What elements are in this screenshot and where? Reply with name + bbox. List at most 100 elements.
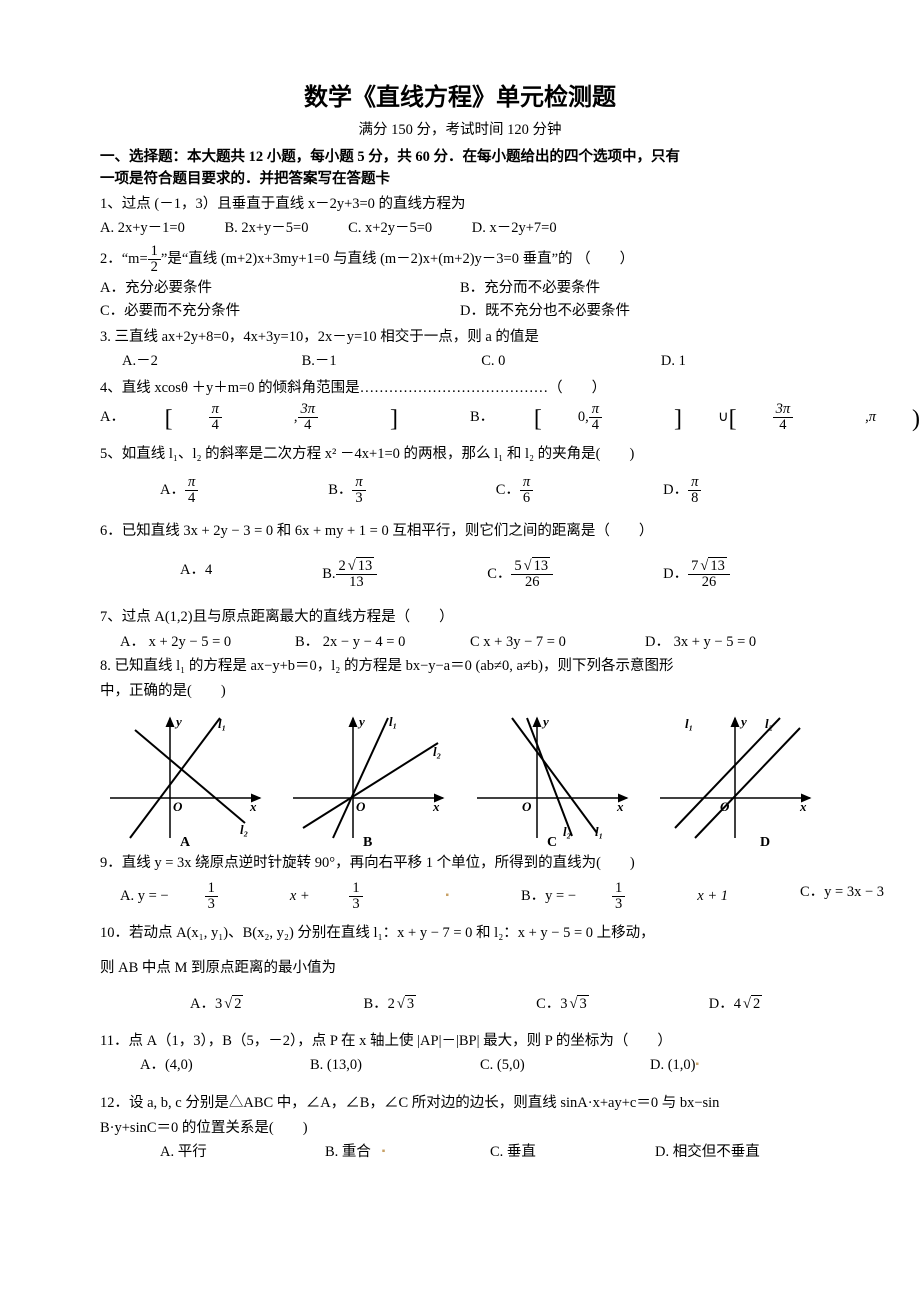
q10Bp: B．2 <box>363 996 394 1012</box>
q1-B: B. 2x+y－5=0 <box>224 220 308 236</box>
q2-D: D．既不充分也不必要条件 <box>460 300 820 322</box>
q1-opts: A. 2x+y－1=0 B. 2x+y－5=0 C. x+2y－5=0 D. x… <box>100 217 820 239</box>
q7-B: B． 2x − y − 4 = 0 <box>295 631 470 653</box>
q5Dt: D． <box>663 482 688 498</box>
q2-stem-post: ”是“直线 (m+2)x+3my+1=0 与直线 (m－2)x+(m+2)y－3… <box>161 251 634 267</box>
q4Ab: 3π <box>298 402 319 418</box>
q8-figures: y x O l₁ l₂ A y x O l₁ l₂ B y x O l₁ l₂ … <box>100 708 820 848</box>
q6Br: 13 <box>356 557 375 574</box>
q9Bd: 3 <box>612 897 625 912</box>
q7-D: D． 3x + y − 5 = 0 <box>645 631 820 653</box>
doc-title: 数学《直线方程》单元检测题 <box>100 80 820 117</box>
q6-A: A．4 <box>180 559 212 590</box>
q1-stem: 1、过点 (－1，3）且垂直于直线 x－2y+3=0 的直线方程为 <box>100 193 820 215</box>
q10Cr: 3 <box>577 995 588 1012</box>
q6Bd: 13 <box>336 575 378 590</box>
svg-text:x: x <box>432 799 440 814</box>
q12-stem-l1: 12．设 a, b, c 分别是△ABC 中，∠A，∠B，∠C 所对边的边长，则… <box>100 1092 820 1114</box>
q1-D: D. x－2y+7=0 <box>472 220 557 236</box>
svg-text:O: O <box>356 799 366 814</box>
q4Aad: 4 <box>209 418 222 433</box>
q10Dr: 2 <box>751 995 762 1012</box>
q9An: 1 <box>205 881 218 897</box>
q8-stem-l2: 中，正确的是( ) <box>100 680 820 702</box>
svg-text:y: y <box>739 714 747 729</box>
q5Dn: π <box>688 475 701 491</box>
q12-A: A. 平行 <box>160 1141 325 1163</box>
q2-A: A．充分必要条件 <box>100 277 460 299</box>
q11-D: D. (1,0)▪ <box>650 1054 820 1076</box>
q4Abd: 4 <box>298 418 319 433</box>
q5-B: B．π3 <box>328 475 365 506</box>
q11-A: A．(4,0) <box>140 1054 310 1076</box>
q8-fig-D: y x O l₁ l₂ D <box>650 708 820 848</box>
q5Bt: B． <box>328 482 352 498</box>
q6Cp: C． <box>487 566 511 582</box>
svg-text:l₁: l₁ <box>218 716 226 731</box>
q4Ba: π <box>589 402 602 418</box>
q11-C: C. (5,0) <box>480 1054 650 1076</box>
q3-stem: 3. 三直线 ax+2y+8=0，4x+3y=10，2x－y=10 相交于一点，… <box>100 326 820 348</box>
q12-C: C. 垂直 <box>490 1141 655 1163</box>
q6Dr: 13 <box>708 557 727 574</box>
q10Ar: 2 <box>232 995 243 1012</box>
q5Bd: 3 <box>352 491 365 506</box>
lblA: A <box>180 835 191 848</box>
q10Ap: A．3 <box>190 996 222 1012</box>
q6-D: D．71326 <box>663 559 730 590</box>
q10Cp: C．3 <box>536 996 567 1012</box>
q4-B-pre: B． <box>470 409 494 425</box>
q12-stem-l2: B·y+sinC＝0 的位置关系是( ) <box>100 1117 820 1139</box>
q4Aa: π <box>209 402 222 418</box>
q9Ap: A. y = − <box>120 888 169 904</box>
q11-B: B. (13,0) <box>310 1054 480 1076</box>
q2-stem-pre: 2．“m= <box>100 251 148 267</box>
q3-C: C. 0 <box>481 350 621 372</box>
ax-y: y <box>174 714 182 729</box>
svg-text:O: O <box>720 799 730 814</box>
q3-A: A.－2 <box>122 350 262 372</box>
q8-stem-l1: 8. 已知直线 l₁ 的方程是 ax−y+b＝0，l₂ 的方程是 bx−y−a＝… <box>100 655 820 677</box>
q10-D: D．42 <box>709 993 762 1015</box>
q5Dd: 8 <box>688 491 701 506</box>
q2-B: B．充分而不必要条件 <box>460 277 820 299</box>
q9Ad2: 3 <box>349 897 362 912</box>
q5Cd: 6 <box>520 491 533 506</box>
q12-B: B. 重合 ▪ <box>325 1141 490 1163</box>
q6Dd: 26 <box>688 575 730 590</box>
q9Bp: B．y = − <box>521 888 576 904</box>
q2-C: C．必要而不充分条件 <box>100 300 460 322</box>
q4-A: A． [π4,3π4] <box>100 401 434 438</box>
q10Br: 3 <box>405 995 416 1012</box>
q5Cn: π <box>520 475 533 491</box>
q5-stem: 5、如直线 l₁、l₂ 的斜率是二次方程 x² －4x+1=0 的两根，那么 l… <box>100 443 820 465</box>
q9-opts: A. y = −13x + 13 ▪ B．y = −13x + 1 C．y = … <box>100 881 820 912</box>
q2-frac-d: 2 <box>148 260 161 275</box>
q9Bpo: x + 1 <box>697 888 728 904</box>
q9-stem: 9．直线 y = 3x 绕原点逆时针旋转 90°，再向右平移 1 个单位，所得到… <box>100 852 820 874</box>
q6Dn: 713 <box>688 559 730 575</box>
q9An2: 1 <box>349 881 362 897</box>
q5Ad: 4 <box>185 491 198 506</box>
q1-C: C. x+2y－5=0 <box>348 220 432 236</box>
q9-A: A. y = −13x + 13 ▪ <box>120 881 485 912</box>
q8-fig-B: y x O l₁ l₂ B <box>283 708 453 848</box>
q5At: A． <box>160 482 185 498</box>
svg-text:l₂: l₂ <box>240 822 248 837</box>
q10-stem-l2: 则 AB 中点 M 到原点距离的最小值为 <box>100 957 820 979</box>
q10-C: C．3 3 <box>536 993 589 1015</box>
q12-opts: A. 平行 B. 重合 ▪ C. 垂直 D. 相交但不垂直 <box>100 1141 820 1163</box>
q8-fig-A: y x O l₁ l₂ A <box>100 708 270 848</box>
svg-text:l₂: l₂ <box>433 744 441 759</box>
q5-D: D．π8 <box>663 475 701 506</box>
ax-x: x <box>249 799 257 814</box>
q6-opts: A．4 B.21313 C．51326 D．71326 <box>100 559 820 590</box>
q11Dt: D. (1,0) <box>650 1057 696 1073</box>
svg-text:l₂: l₂ <box>765 716 773 731</box>
q4-stem: 4、直线 xcosθ ＋y＋m=0 的倾斜角范围是…………………………………（ … <box>100 377 820 399</box>
q4-opts: A． [π4,3π4] B． [0,π4]∪[3π4,π) C． [0,π4] … <box>100 401 820 438</box>
lblD: D <box>760 835 770 848</box>
q6Cd: 26 <box>511 575 553 590</box>
q4-B: B． [0,π4]∪[3π4,π) <box>470 401 920 438</box>
q2-stem: 2．“m=12”是“直线 (m+2)x+3my+1=0 与直线 (m－2)x+(… <box>100 244 820 275</box>
